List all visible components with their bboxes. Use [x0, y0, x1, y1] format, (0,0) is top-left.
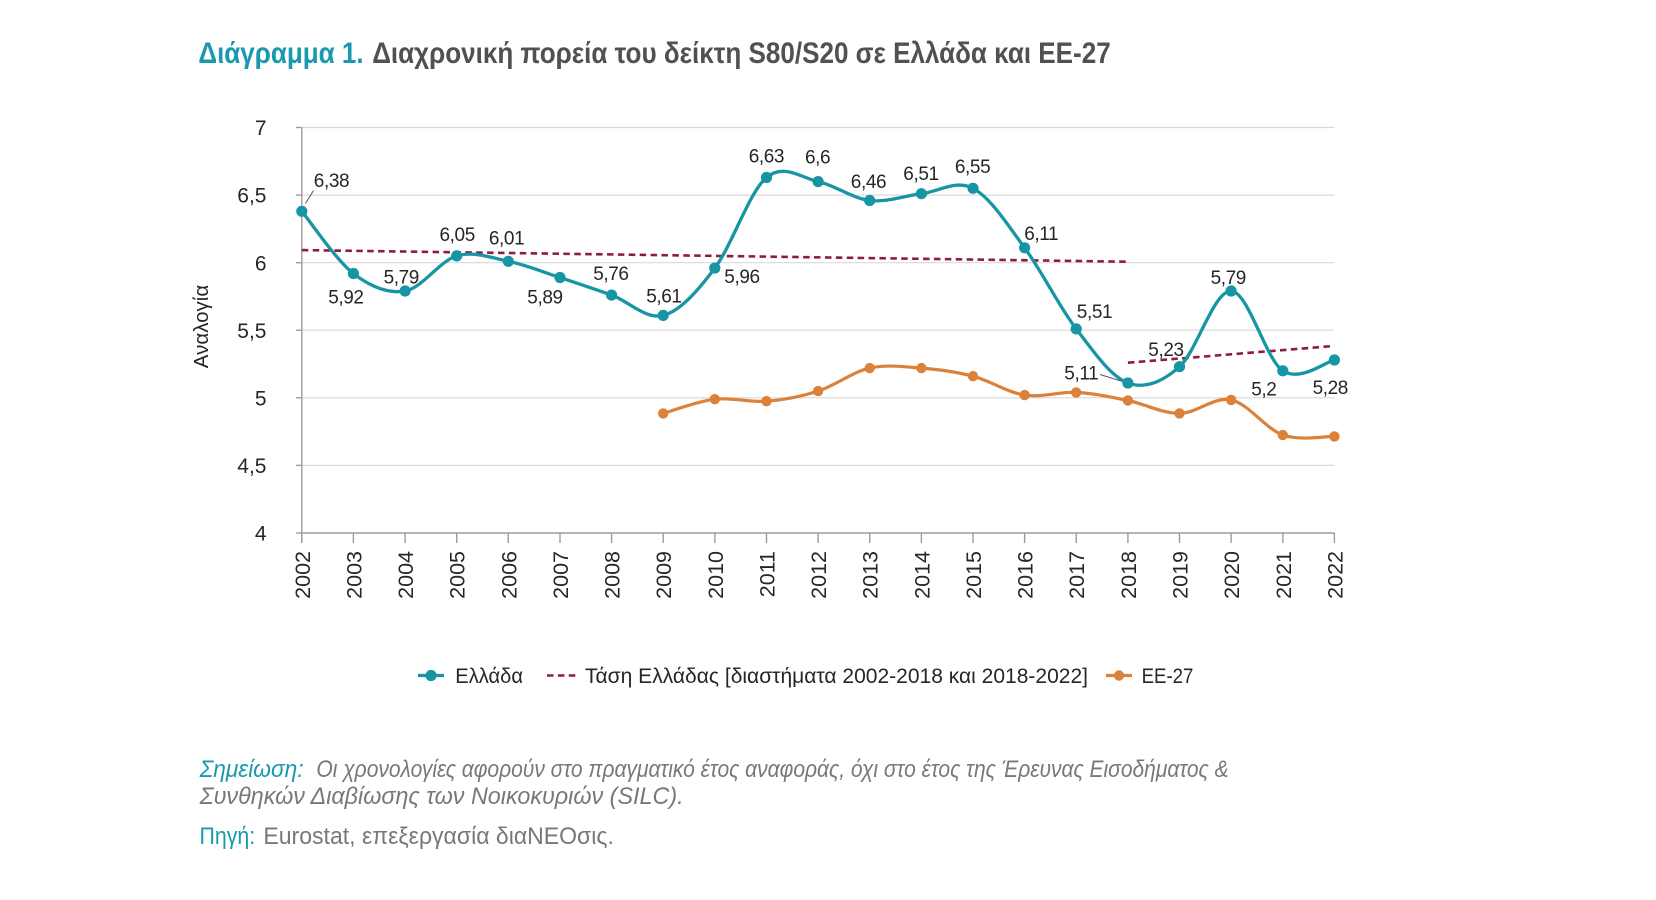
svg-text:2002: 2002	[291, 551, 315, 599]
svg-text:6: 6	[255, 252, 267, 275]
svg-text:5,79: 5,79	[1211, 268, 1246, 289]
svg-text:6,46: 6,46	[851, 172, 886, 193]
svg-text:2012: 2012	[807, 551, 831, 599]
svg-text:2018: 2018	[1117, 551, 1141, 599]
svg-text:Συνθηκών Διαβίωσης των Νοικοκυ: Συνθηκών Διαβίωσης των Νοικοκυριών (SILC…	[199, 783, 684, 810]
svg-text:ΕΕ-27: ΕΕ-27	[1142, 665, 1194, 688]
svg-text:6,01: 6,01	[489, 229, 524, 250]
svg-text:Eurostat, επεξεργασία διαΝΕΟσι: Eurostat, επεξεργασία διαΝΕΟσις.	[263, 823, 614, 850]
svg-text:2009: 2009	[652, 551, 676, 599]
svg-text:6,55: 6,55	[955, 157, 990, 178]
svg-text:5,2: 5,2	[1251, 379, 1276, 400]
svg-text:5,5: 5,5	[237, 320, 266, 343]
svg-text:Διαχρονική πορεία του δείκτη S: Διαχρονική πορεία του δείκτη S80/S20 σε …	[372, 37, 1110, 70]
svg-text:6,63: 6,63	[749, 146, 784, 167]
svg-text:5,61: 5,61	[646, 286, 681, 307]
svg-text:2010: 2010	[704, 551, 728, 599]
svg-text:Αναλογία: Αναλογία	[190, 285, 213, 369]
svg-text:2011: 2011	[756, 551, 780, 597]
svg-text:5,92: 5,92	[328, 288, 363, 309]
svg-text:Τάση Ελλάδας [διαστήματα 2002-: Τάση Ελλάδας [διαστήματα 2002-2018 και 2…	[585, 665, 1088, 688]
svg-text:2020: 2020	[1220, 551, 1244, 599]
svg-text:5,11: 5,11	[1064, 363, 1098, 384]
svg-text:Ελλάδα: Ελλάδα	[455, 665, 523, 688]
svg-text:6,5: 6,5	[237, 185, 266, 208]
svg-text:5,23: 5,23	[1148, 340, 1183, 361]
svg-text:2007: 2007	[549, 551, 573, 599]
svg-text:5,96: 5,96	[724, 267, 759, 288]
svg-text:2006: 2006	[497, 551, 521, 599]
svg-text:5,28: 5,28	[1313, 378, 1348, 399]
svg-text:Οι χρονολογίες αφορούν στο πρα: Οι χρονολογίες αφορούν στο πραγματικό έτ…	[316, 756, 1228, 783]
svg-text:2016: 2016	[1014, 551, 1038, 599]
svg-text:4,5: 4,5	[237, 455, 266, 478]
svg-text:2013: 2013	[859, 551, 883, 599]
svg-text:2019: 2019	[1169, 551, 1193, 599]
svg-text:2021: 2021	[1272, 551, 1296, 599]
svg-text:2008: 2008	[601, 551, 625, 599]
svg-text:6,11: 6,11	[1024, 224, 1058, 245]
svg-text:2017: 2017	[1065, 551, 1089, 599]
svg-text:6,51: 6,51	[903, 164, 938, 185]
svg-text:6,05: 6,05	[440, 225, 475, 246]
svg-text:5,76: 5,76	[593, 264, 628, 285]
svg-text:6,38: 6,38	[314, 171, 349, 192]
svg-text:2022: 2022	[1323, 551, 1347, 599]
svg-text:2004: 2004	[394, 551, 418, 599]
svg-text:2003: 2003	[342, 551, 366, 599]
svg-text:Διάγραμμα 1.: Διάγραμμα 1.	[198, 37, 363, 70]
svg-text:2005: 2005	[446, 551, 470, 599]
svg-text:4: 4	[255, 523, 267, 546]
svg-text:2015: 2015	[962, 551, 986, 599]
svg-text:6,6: 6,6	[805, 147, 830, 168]
svg-text:5,79: 5,79	[384, 268, 419, 289]
svg-text:5: 5	[255, 387, 267, 410]
svg-text:7: 7	[255, 117, 267, 140]
svg-text:2014: 2014	[910, 551, 934, 599]
svg-text:5,51: 5,51	[1077, 302, 1112, 323]
svg-text:Σημείωση:: Σημείωση:	[199, 756, 304, 783]
svg-text:5,89: 5,89	[527, 288, 562, 309]
svg-text:Πηγή:: Πηγή:	[200, 823, 256, 850]
